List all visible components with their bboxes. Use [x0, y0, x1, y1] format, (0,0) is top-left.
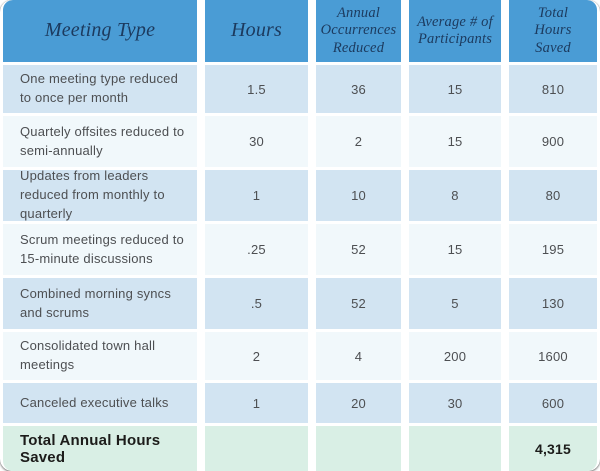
cell-hours: 30 — [205, 116, 308, 167]
cell-participants: 30 — [409, 383, 501, 423]
cell-total-hours: 600 — [509, 383, 597, 423]
cell-hours: 1 — [205, 383, 308, 423]
cell-meeting-type: Canceled executive talks — [3, 383, 197, 423]
cell-occurrences: 36 — [316, 65, 401, 113]
cell-total-hours: 80 — [509, 170, 597, 221]
cell-participants: 15 — [409, 65, 501, 113]
cell-hours: 2 — [205, 332, 308, 380]
cell-meeting-type: Updates from leaders reduced from monthl… — [3, 168, 197, 221]
column-header-meeting-type: Meeting Type — [3, 0, 197, 62]
cell-occurrences: 52 — [316, 278, 401, 329]
cell-participants: 5 — [409, 278, 501, 329]
cell-participants: 200 — [409, 332, 501, 380]
cell-meeting-type: One meeting type reduced to once per mon… — [3, 65, 197, 113]
footer-total-label: Total Annual Hours Saved — [3, 426, 197, 471]
column-header-annual-occurrences-reduced: Annual Occurrences Reduced — [316, 0, 401, 62]
cell-meeting-type: Quartely offsites reduced to semi-annual… — [3, 116, 197, 167]
cell-total-hours: 1600 — [509, 332, 597, 380]
cell-meeting-type: Scrum meetings reduced to 15-minute disc… — [3, 224, 197, 275]
cell-participants: 15 — [409, 116, 501, 167]
cell-total-hours: 195 — [509, 224, 597, 275]
footer-empty-cell — [205, 426, 308, 471]
cell-total-hours: 900 — [509, 116, 597, 167]
cell-meeting-type: Consolidated town hall meetings — [3, 332, 197, 380]
cell-occurrences: 4 — [316, 332, 401, 380]
cell-occurrences: 20 — [316, 383, 401, 423]
cell-participants: 8 — [409, 170, 501, 221]
cell-meeting-type: Combined morning syncs and scrums — [3, 278, 197, 329]
cell-occurrences: 2 — [316, 116, 401, 167]
cell-hours: .25 — [205, 224, 308, 275]
cell-occurrences: 52 — [316, 224, 401, 275]
cell-participants: 15 — [409, 224, 501, 275]
cell-occurrences: 10 — [316, 170, 401, 221]
cell-hours: .5 — [205, 278, 308, 329]
footer-total-value: 4,315 — [509, 426, 597, 471]
cell-hours: 1 — [205, 170, 308, 221]
cell-hours: 1.5 — [205, 65, 308, 113]
cell-total-hours: 130 — [509, 278, 597, 329]
column-header-average-participants: Average # of Participants — [409, 0, 501, 62]
column-header-hours: Hours — [205, 0, 308, 62]
footer-empty-cell — [409, 426, 501, 471]
cell-total-hours: 810 — [509, 65, 597, 113]
footer-empty-cell — [316, 426, 401, 471]
column-header-total-hours-saved: Total Hours Saved — [509, 0, 597, 62]
